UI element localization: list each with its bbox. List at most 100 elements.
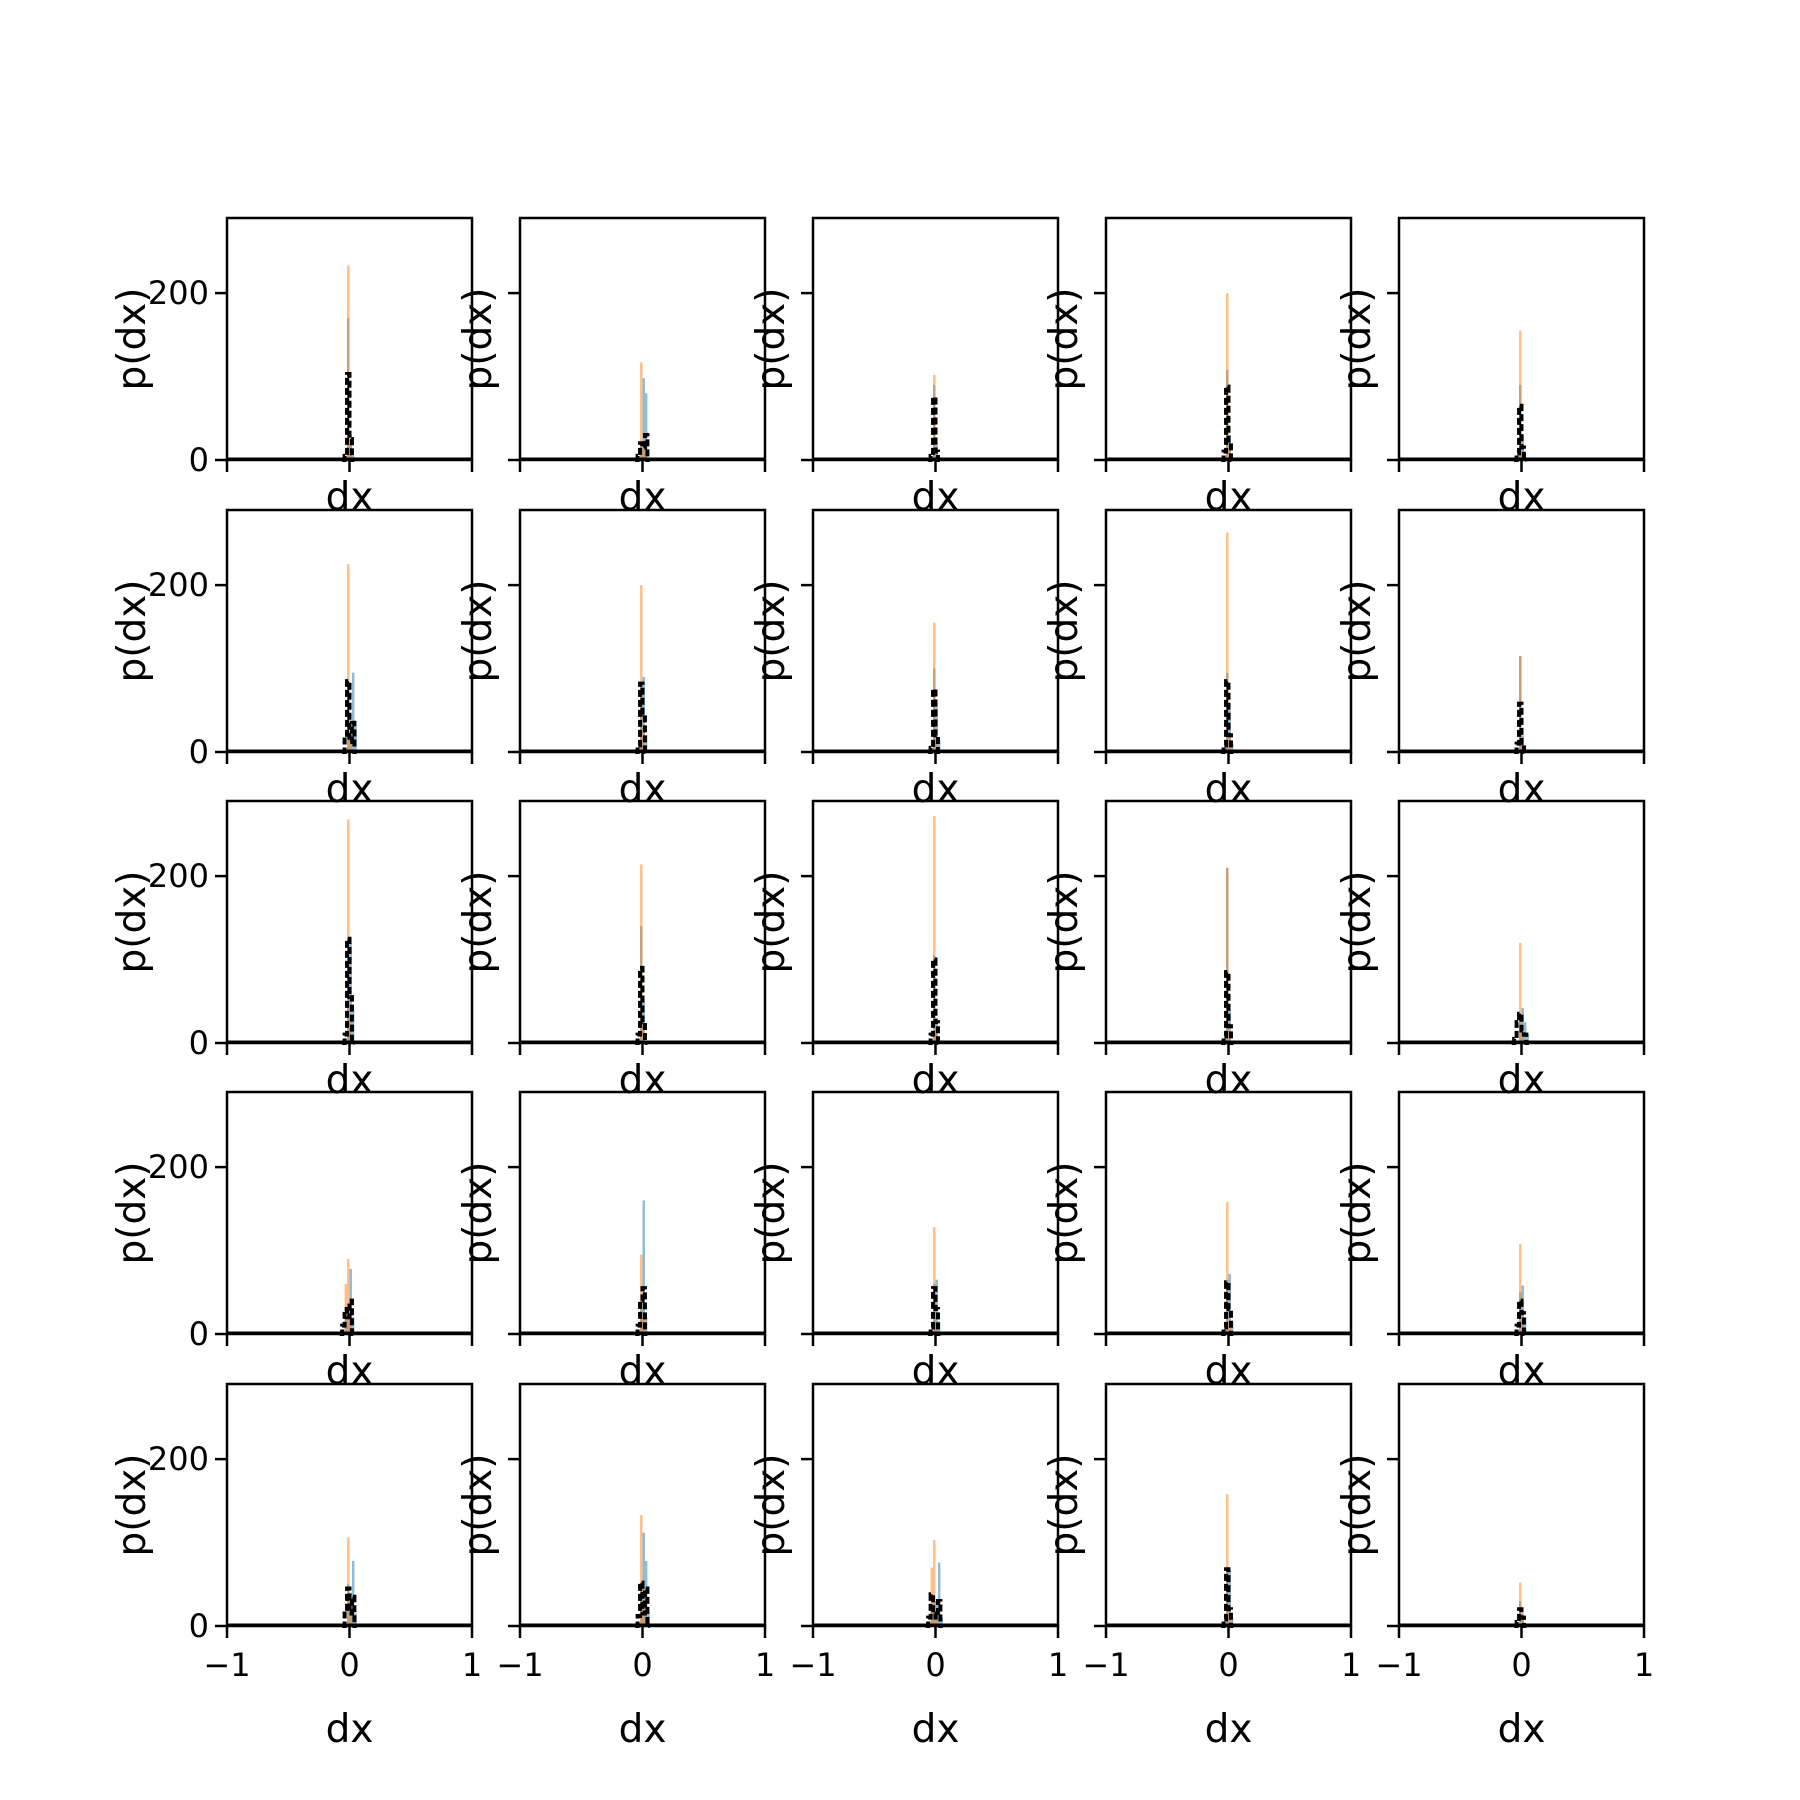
x-axis-label: dx xyxy=(912,1707,960,1752)
density-dashed-line xyxy=(1221,679,1234,754)
y-axis-label: p(dx) xyxy=(749,1161,794,1264)
histogram-bar-orange xyxy=(347,1537,350,1626)
x-axis-label: dx xyxy=(326,1349,374,1394)
x-tick-label: 0 xyxy=(339,1646,359,1684)
subplot-3-5: dx p(dx) xyxy=(1335,799,1646,1103)
y-tick-label: 200 xyxy=(148,857,209,895)
histogram-bar-blue xyxy=(354,726,357,752)
histogram-bar-orange xyxy=(1226,1202,1229,1334)
density-dashed-line xyxy=(342,1586,357,1628)
density-dashed-line xyxy=(928,1286,941,1336)
x-tick-label: 0 xyxy=(1218,1646,1238,1684)
y-axis-label: p(dx) xyxy=(749,870,794,973)
x-axis-label: dx xyxy=(326,767,374,812)
y-tick-label: 200 xyxy=(148,1440,209,1478)
histogram-bar-blue xyxy=(351,1560,355,1626)
histogram-bar-orange xyxy=(640,585,643,752)
density-dashed-line xyxy=(928,395,941,462)
y-axis-label: p(dx) xyxy=(110,1453,155,1556)
x-tick-label: 1 xyxy=(1341,1646,1361,1684)
density-dashed-line xyxy=(928,957,941,1045)
x-axis-label: dx xyxy=(912,1349,960,1394)
x-axis-label: dx xyxy=(326,1058,374,1103)
histogram-bar-blue xyxy=(1228,710,1231,752)
y-axis-label: p(dx) xyxy=(456,1161,501,1264)
y-axis-label: p(dx) xyxy=(749,1453,794,1556)
y-axis-label: p(dx) xyxy=(1042,1161,1087,1264)
x-axis-label: dx xyxy=(1205,767,1253,812)
histogram-bar-orange xyxy=(349,1609,352,1626)
histogram-bar-orange xyxy=(933,816,936,1043)
histogram-bar-orange xyxy=(935,1613,938,1626)
histogram-bar-orange xyxy=(1226,293,1229,460)
x-axis-label: dx xyxy=(1498,1058,1546,1103)
histogram-bar-orange xyxy=(1519,330,1522,460)
density-dashed-line xyxy=(928,687,941,754)
histogram-bar-blue xyxy=(351,672,355,752)
x-tick-label: −1 xyxy=(1375,1646,1422,1684)
subplot-1-2: dx p(dx) xyxy=(456,216,767,520)
density-dashed-line xyxy=(1514,1607,1527,1628)
subplot-1-4: dx p(dx) xyxy=(1042,216,1353,520)
subplot-3-4: dx p(dx) xyxy=(1042,799,1353,1103)
histogram-bar-blue xyxy=(935,706,938,752)
y-tick-label: 200 xyxy=(148,566,209,604)
y-axis-label: p(dx) xyxy=(1335,870,1380,973)
y-axis-label: p(dx) xyxy=(110,579,155,682)
y-tick-label: 200 xyxy=(148,1148,209,1186)
histogram-bar-orange xyxy=(1228,1613,1231,1626)
y-tick-label: 0 xyxy=(189,1607,209,1645)
histogram-bar-orange xyxy=(933,622,936,752)
subplot-4-3: dx p(dx) xyxy=(749,1090,1060,1394)
histogram-bar-blue xyxy=(1230,1617,1234,1626)
histogram-bar-orange xyxy=(1228,1321,1231,1334)
x-tick-label: −1 xyxy=(1082,1646,1129,1684)
histogram-bar-blue xyxy=(1230,1321,1234,1334)
histogram-bar-blue xyxy=(1521,1285,1524,1334)
x-axis-label: dx xyxy=(619,1058,667,1103)
density-dashed-line xyxy=(635,681,648,754)
density-dashed-line xyxy=(635,432,650,462)
subplot-4-5: dx p(dx) xyxy=(1335,1090,1646,1394)
subplot-3-1: 0 200 dx p(dx) xyxy=(110,799,474,1103)
density-dashed-line xyxy=(1221,970,1234,1045)
x-tick-label: −1 xyxy=(203,1646,250,1684)
histogram-bar-orange xyxy=(933,1540,936,1626)
y-axis-label: p(dx) xyxy=(110,287,155,390)
x-tick-label: 0 xyxy=(632,1646,652,1684)
histogram-bar-orange xyxy=(349,1317,352,1334)
density-dashed-line xyxy=(635,1580,650,1628)
histogram-bar-orange xyxy=(1226,532,1229,752)
x-axis-label: dx xyxy=(1498,1349,1546,1394)
density-dashed-line xyxy=(1221,1280,1234,1336)
density-dashed-line xyxy=(342,679,357,754)
x-axis-label: dx xyxy=(326,1707,374,1752)
x-axis-label: dx xyxy=(1498,1707,1546,1752)
histogram-bar-orange xyxy=(347,819,350,1043)
subplot-5-2: −1 0 1 dx p(dx) xyxy=(456,1382,775,1752)
density-dashed-line xyxy=(1514,403,1527,462)
histogram-bar-orange xyxy=(347,564,350,752)
histogram-bar-orange xyxy=(349,434,352,460)
histogram-bar-orange xyxy=(933,374,936,460)
subplot-1-5: dx p(dx) xyxy=(1335,216,1646,520)
histogram-bar-orange xyxy=(642,1609,645,1626)
histogram-bar-blue xyxy=(1526,1034,1529,1043)
y-axis-label: p(dx) xyxy=(456,579,501,682)
y-axis-label: p(dx) xyxy=(110,1161,155,1264)
density-dashed-line xyxy=(1511,1011,1529,1045)
panel-grid: 0 200 dx p(dx) dx p(dx) dx p(dx) dx p(dx) dx p(dx) 0… xyxy=(110,216,1654,1752)
subplot-5-4: −1 0 1 dx p(dx) xyxy=(1042,1382,1361,1752)
x-axis-label: dx xyxy=(912,475,960,520)
subplot-3-3: dx p(dx) xyxy=(749,799,1060,1103)
y-axis-label: p(dx) xyxy=(1042,579,1087,682)
x-axis-label: dx xyxy=(1205,1058,1253,1103)
subplot-1-3: dx p(dx) xyxy=(749,216,1060,520)
x-tick-label: 1 xyxy=(1634,1646,1654,1684)
histogram-bar-orange xyxy=(642,447,645,460)
subplot-4-2: dx p(dx) xyxy=(456,1090,767,1394)
histogram-bar-orange xyxy=(1519,1582,1522,1626)
y-axis-label: p(dx) xyxy=(1042,1453,1087,1556)
